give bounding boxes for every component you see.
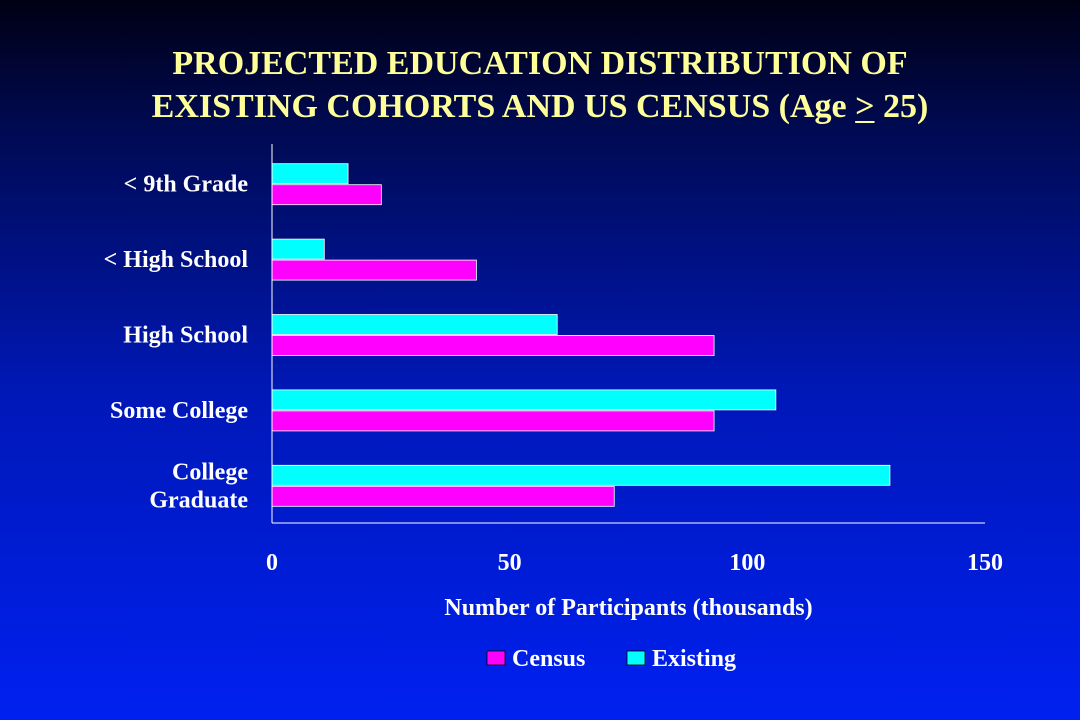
x-axis-title: Number of Participants (thousands) xyxy=(444,595,812,621)
title-line-2: EXISTING COHORTS AND US CENSUS (Age > 25… xyxy=(40,85,1040,128)
x-tick-label: 100 xyxy=(729,550,765,576)
x-tick-label: 150 xyxy=(967,550,1003,576)
slide-title: PROJECTED EDUCATION DISTRIBUTION OF EXIS… xyxy=(40,42,1040,128)
category-label: College Graduate xyxy=(149,459,248,513)
bar-existing xyxy=(271,163,349,185)
category-label-line: < High School xyxy=(104,247,249,273)
bars xyxy=(271,163,891,507)
category-label: High School xyxy=(123,323,248,349)
bar-census xyxy=(271,259,477,281)
category-label-line: Graduate xyxy=(149,487,248,513)
category-label-line: High School xyxy=(123,323,248,349)
category-label-line: < 9th Grade xyxy=(124,172,249,198)
category-label-line: College xyxy=(172,459,248,485)
x-tick-label: 0 xyxy=(266,550,278,576)
title-line-2-text: EXISTING COHORTS AND US CENSUS (Age xyxy=(151,88,856,125)
bar-existing xyxy=(271,464,891,486)
bar-census xyxy=(271,410,715,432)
category-label: Some College xyxy=(110,398,248,424)
bar-existing xyxy=(271,238,325,260)
legend-label-census: Census xyxy=(512,646,585,672)
axes xyxy=(271,144,985,524)
category-label: < High School xyxy=(104,247,249,273)
legend-swatch-existing xyxy=(626,650,646,666)
bar-existing xyxy=(271,389,777,411)
legend-swatch-census xyxy=(486,650,506,666)
greater-or-equal-symbol: > xyxy=(855,88,875,125)
legend: Census Existing xyxy=(486,646,736,672)
category-label: < 9th Grade xyxy=(124,172,249,198)
bar-existing xyxy=(271,314,558,335)
category-labels: < 9th Grade < High School High School Some … xyxy=(104,172,249,514)
x-tick-label: 50 xyxy=(498,550,522,576)
bar-census xyxy=(271,184,382,206)
title-line-2-end: 25) xyxy=(874,88,929,125)
legend-label-existing: Existing xyxy=(652,646,736,672)
bar-census xyxy=(271,485,615,507)
title-line-1: PROJECTED EDUCATION DISTRIBUTION OF xyxy=(172,45,908,82)
x-tick-labels: 0 50 100 150 xyxy=(266,550,1003,576)
bar-census xyxy=(271,335,715,356)
category-label-line: Some College xyxy=(110,398,248,424)
